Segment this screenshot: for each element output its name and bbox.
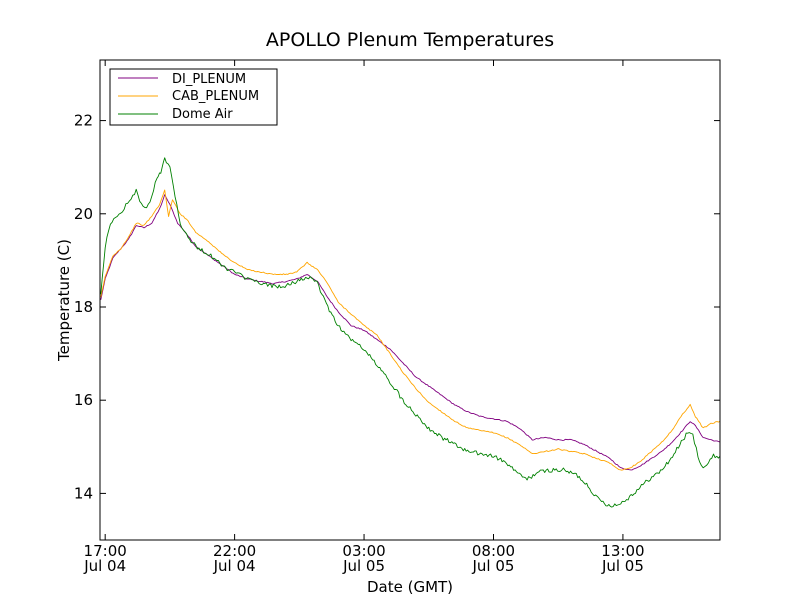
series-line-cab-plenum: [100, 189, 721, 471]
x-tick-label-time-17: 17:00: [84, 542, 127, 560]
x-tick-label-date-37: Jul 05: [601, 557, 644, 575]
series-line-di-plenum: [100, 194, 721, 471]
x-tick-label-date-27: Jul 05: [342, 557, 385, 575]
chart-title: APOLLO Plenum Temperatures: [266, 29, 554, 51]
x-tick-label-time-32: 08:00: [472, 542, 515, 560]
x-tick-label-time-22: 22:00: [213, 542, 256, 560]
y-tick-label-20: 20: [74, 205, 93, 223]
x-tick-label-time-37: 13:00: [601, 542, 644, 560]
x-tick-label-date-17: Jul 04: [83, 557, 126, 575]
x-tick-label-time-27: 03:00: [342, 542, 385, 560]
y-tick-label-18: 18: [74, 298, 93, 316]
y-tick-label-16: 16: [74, 391, 93, 409]
legend-label-cab-plenum: CAB_PLENUM: [172, 89, 259, 104]
series-layer: [100, 157, 721, 508]
y-axis-label: Temperature (C): [55, 239, 73, 362]
legend-label-dome-air: Dome Air: [172, 107, 233, 122]
legend: DI_PLENUM CAB_PLENUM Dome Air: [109, 68, 278, 126]
series-line-dome-air: [100, 157, 721, 508]
x-tick-label-date-32: Jul 05: [472, 557, 515, 575]
x-axis-label: Date (GMT): [367, 578, 453, 596]
legend-label-di-plenum: DI_PLENUM: [172, 72, 246, 87]
x-tick-label-date-22: Jul 04: [213, 557, 256, 575]
y-tick-label-14: 14: [74, 484, 93, 502]
plot-frame: [99, 59, 721, 541]
y-tick-label-22: 22: [74, 112, 93, 130]
